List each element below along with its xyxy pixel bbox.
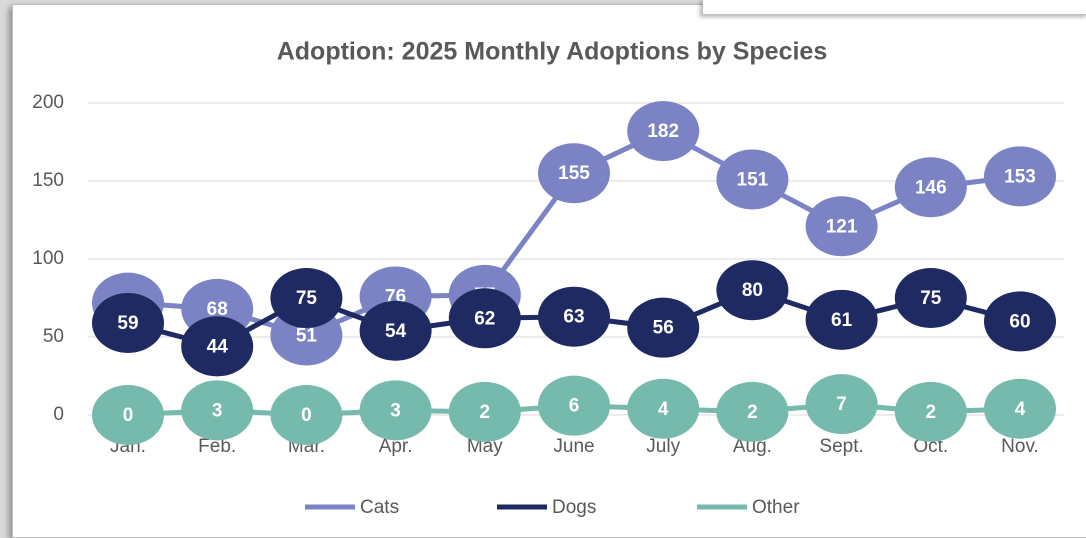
data-label: 3	[212, 400, 223, 421]
data-label: 0	[123, 405, 134, 426]
legend-label: Dogs	[552, 497, 596, 518]
data-point	[894, 381, 967, 442]
data-label: 7	[836, 394, 847, 415]
data-label: 63	[563, 307, 584, 328]
data-label: 4	[658, 399, 669, 420]
chart-title: Adoption: 2025 Monthly Adoptions by Spec…	[277, 38, 828, 66]
data-label: 61	[831, 310, 853, 331]
data-point	[92, 385, 164, 445]
x-tick-label: Nov.	[1001, 436, 1039, 457]
data-label: 62	[474, 308, 495, 329]
data-point	[448, 288, 521, 349]
data-point	[627, 297, 700, 358]
data-point	[894, 157, 967, 218]
data-point	[716, 149, 789, 210]
data-point	[181, 316, 254, 377]
data-point	[984, 378, 1056, 439]
data-label: 44	[207, 336, 229, 357]
data-point	[984, 291, 1056, 352]
data-point	[894, 268, 967, 328]
x-tick-label: Feb.	[198, 436, 236, 457]
data-point	[181, 380, 254, 441]
data-point	[627, 378, 700, 439]
data-point	[448, 381, 521, 442]
data-label: 54	[385, 321, 407, 342]
legend-label: Other	[752, 497, 800, 518]
data-label: 68	[207, 299, 228, 320]
data-label: 80	[742, 280, 763, 301]
data-label: 2	[480, 402, 491, 423]
data-point	[270, 385, 343, 445]
chart-frame	[12, 4, 1086, 538]
data-label: 6	[569, 396, 580, 417]
x-tick-label: May	[467, 436, 503, 457]
data-label: 2	[747, 402, 758, 423]
y-tick-label: 50	[43, 326, 64, 347]
data-point	[805, 196, 878, 257]
data-label: 153	[1004, 166, 1036, 187]
data-point	[805, 289, 878, 350]
x-tick-label: Sept.	[819, 436, 863, 457]
y-tick-label: 200	[32, 92, 64, 113]
data-label: 0	[301, 405, 312, 426]
data-point	[359, 380, 432, 441]
data-label: 75	[920, 288, 942, 309]
x-tick-label: Aug.	[733, 436, 772, 457]
y-tick-label: 0	[53, 404, 64, 425]
data-point	[984, 146, 1056, 207]
data-label: 60	[1009, 311, 1030, 332]
data-label: 75	[296, 288, 318, 309]
data-label: 59	[117, 313, 138, 334]
data-label: 146	[915, 177, 947, 198]
data-point	[538, 286, 610, 347]
data-label: 3	[390, 400, 401, 421]
data-point	[538, 143, 610, 204]
x-tick-label: Oct.	[913, 436, 948, 457]
data-label: 56	[653, 318, 674, 339]
data-point	[270, 268, 343, 328]
data-label: 121	[826, 216, 858, 237]
data-label: 151	[737, 169, 769, 190]
data-point	[359, 300, 432, 361]
legend-label: Cats	[360, 497, 399, 518]
data-point	[538, 375, 610, 436]
data-label: 2	[926, 402, 937, 423]
data-point	[716, 260, 789, 321]
data-point	[92, 292, 164, 353]
data-point	[627, 101, 700, 162]
y-tick-label: 100	[32, 248, 64, 269]
y-tick-label: 150	[32, 170, 64, 191]
data-label: 4	[1015, 399, 1026, 420]
data-label: 155	[558, 163, 590, 184]
data-label: 51	[296, 325, 318, 346]
x-tick-label: July	[646, 436, 680, 457]
x-tick-label: Apr.	[379, 436, 413, 457]
data-point	[716, 381, 789, 442]
data-label: 182	[647, 121, 679, 142]
overlapping-panel	[702, 0, 1086, 15]
data-point	[805, 374, 878, 435]
x-tick-label: June	[553, 436, 594, 457]
